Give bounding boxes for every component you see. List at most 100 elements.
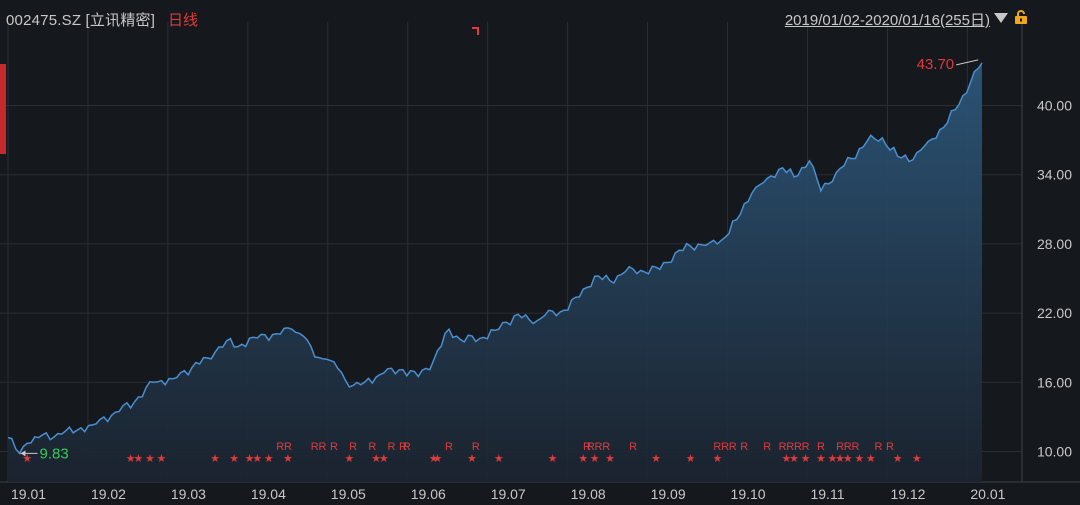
star-marker: ★ — [789, 452, 799, 465]
star-marker: ★ — [245, 452, 255, 465]
r-marker: R — [763, 441, 771, 453]
r-marker: R — [472, 441, 480, 453]
star-marker: ★ — [548, 452, 558, 465]
price-line — [7, 62, 983, 455]
r-marker: R — [276, 441, 284, 453]
star-marker: ★ — [828, 452, 838, 465]
star-marker: ★ — [816, 452, 826, 465]
star-marker: ★ — [686, 452, 696, 465]
r-marker: R — [399, 441, 407, 453]
y-tick-label: 40.00 — [1037, 98, 1072, 114]
r-marker: R — [602, 441, 610, 453]
star-marker: ★ — [590, 452, 600, 465]
x-tick-label: 19.01 — [11, 486, 46, 502]
x-tick-label: 19.12 — [890, 486, 925, 502]
x-tick-label: 20.01 — [970, 486, 1005, 502]
star-marker: ★ — [145, 452, 155, 465]
star-marker: ★ — [866, 452, 876, 465]
r-marker: R — [330, 441, 338, 453]
star-marker: ★ — [605, 452, 615, 465]
star-marker: ★ — [835, 452, 845, 465]
x-tick-label: 19.09 — [651, 486, 686, 502]
lock-icon[interactable] — [1014, 10, 1028, 24]
y-tick-label: 28.00 — [1037, 236, 1072, 252]
star-marker: ★ — [229, 452, 239, 465]
corner-marker — [472, 27, 479, 35]
y-tick-label: 22.00 — [1037, 305, 1072, 321]
chart-header: 002475.SZ [立讯精密] 日线 2019/01/02-2020/01/1… — [0, 0, 1080, 30]
star-marker: ★ — [893, 452, 903, 465]
star-marker: ★ — [344, 452, 354, 465]
star-marker: ★ — [264, 452, 274, 465]
r-marker: R — [786, 441, 794, 453]
r-marker: R — [583, 441, 591, 453]
r-marker: R — [587, 441, 595, 453]
chevron-down-icon[interactable] — [994, 13, 1008, 23]
r-marker: R — [387, 441, 395, 453]
r-marker: R — [318, 441, 326, 453]
r-marker: R — [311, 441, 319, 453]
date-range-label[interactable]: 2019/01/02-2020/01/16(255日) — [784, 12, 990, 29]
r-marker: R — [713, 441, 721, 453]
r-marker: R — [368, 441, 376, 453]
x-tick-label: 19.04 — [251, 486, 286, 502]
star-marker: ★ — [854, 452, 864, 465]
x-tick-label: 19.02 — [91, 486, 126, 502]
y-tick-label: 16.00 — [1037, 374, 1072, 390]
max-price-label: 43.70 — [917, 56, 955, 73]
r-marker: R — [629, 441, 637, 453]
ticker-label: 002475.SZ [立讯精密] — [6, 12, 156, 29]
star-marker: ★ — [578, 452, 588, 465]
r-marker: R — [802, 441, 810, 453]
r-marker: R — [817, 441, 825, 453]
star-marker: ★ — [156, 452, 166, 465]
star-marker: ★ — [133, 452, 143, 465]
r-marker: R — [721, 441, 729, 453]
star-marker: ★ — [781, 452, 791, 465]
r-marker: R — [595, 441, 603, 453]
star-marker: ★ — [22, 452, 32, 465]
r-marker: R — [740, 441, 748, 453]
x-tick-label: 19.03 — [171, 486, 206, 502]
star-marker: ★ — [494, 452, 504, 465]
price-area-fill — [8, 62, 982, 483]
y-tick-label: 10.00 — [1037, 443, 1072, 459]
y-tick-label: 34.00 — [1037, 167, 1072, 183]
r-marker: R — [851, 441, 859, 453]
r-marker: R — [729, 441, 737, 453]
star-marker: ★ — [843, 452, 853, 465]
r-marker: R — [886, 441, 894, 453]
star-marker: ★ — [912, 452, 922, 465]
x-tick-label: 19.11 — [810, 486, 844, 502]
r-marker: R — [349, 441, 357, 453]
r-marker: R — [874, 441, 882, 453]
x-tick-label: 19.05 — [331, 486, 366, 502]
r-marker: R — [836, 441, 844, 453]
r-marker: R — [445, 441, 453, 453]
star-marker: ★ — [433, 452, 443, 465]
r-marker: R — [284, 441, 292, 453]
x-tick-label: 19.06 — [411, 486, 446, 502]
star-marker: ★ — [210, 452, 220, 465]
min-arrowhead — [20, 450, 26, 457]
star-marker: ★ — [126, 452, 136, 465]
star-marker: ★ — [467, 452, 477, 465]
r-marker: R — [844, 441, 852, 453]
side-panel-tab[interactable] — [0, 64, 6, 154]
period-label[interactable]: 日线 — [168, 12, 199, 29]
star-marker: ★ — [283, 452, 293, 465]
star-marker: ★ — [651, 452, 661, 465]
r-marker: R — [403, 441, 411, 453]
max-pointer — [956, 59, 979, 66]
x-tick-label: 19.07 — [491, 486, 526, 502]
star-marker: ★ — [252, 452, 262, 465]
x-tick-label: 19.10 — [731, 486, 766, 502]
x-tick-label: 19.08 — [571, 486, 606, 502]
star-marker: ★ — [379, 452, 389, 465]
star-marker: ★ — [801, 452, 811, 465]
star-marker: ★ — [712, 452, 722, 465]
star-marker: ★ — [429, 452, 439, 465]
min-price-label: 9.83 — [40, 445, 69, 462]
